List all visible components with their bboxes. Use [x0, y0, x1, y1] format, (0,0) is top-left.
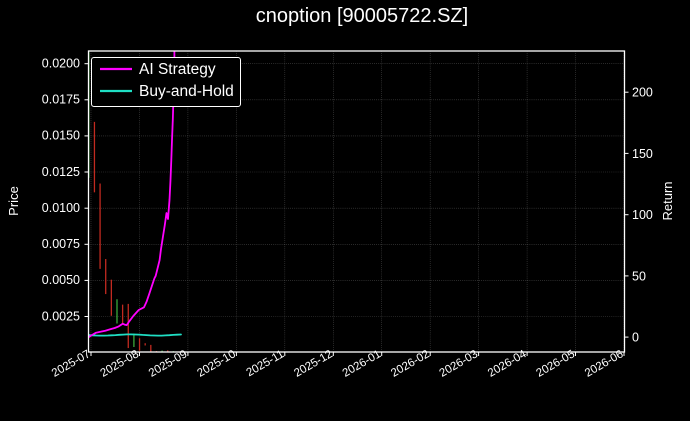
svg-text:AI Strategy: AI Strategy: [139, 61, 216, 78]
svg-text:Buy-and-Hold: Buy-and-Hold: [139, 83, 234, 100]
